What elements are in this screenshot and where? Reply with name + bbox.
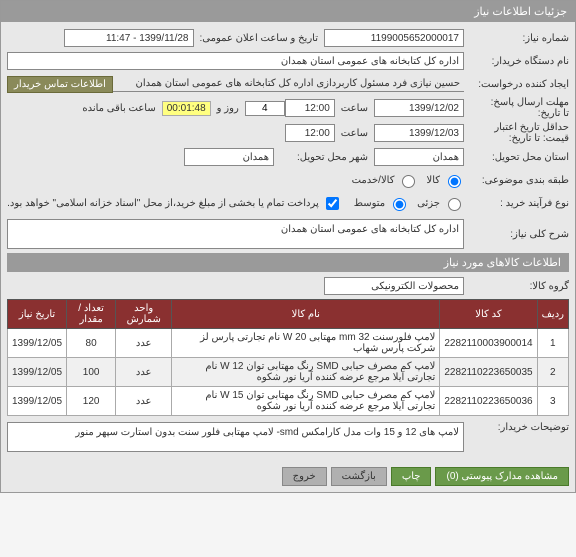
- need-desc-label: شرح کلی نیاز:: [464, 229, 569, 240]
- table-cell: لامپ کم مصرف حبابی SMD رنگ مهتابی توان 1…: [172, 358, 440, 387]
- mid-radio-label[interactable]: متوسط: [354, 195, 409, 211]
- footer-bar: مشاهده مدارک پیوستی (0) چاپ بازگشت خروج: [1, 461, 575, 492]
- table-cell: عدد: [116, 358, 172, 387]
- table-header: ردیف: [537, 300, 568, 329]
- buyer-org-field: اداره کل کتابخانه های عمومی استان همدان: [7, 52, 464, 70]
- price-valid-date-field: 1399/12/03: [374, 124, 464, 142]
- table-cell: لامپ کم مصرف حبابی SMD رنگ مهتابی توان 1…: [172, 387, 440, 416]
- delivery-prov-field: همدان: [374, 148, 464, 166]
- items-table-body: 12282110003900014لامپ فلورسنت 32 mm مهتا…: [8, 329, 569, 416]
- hour-label-1: ساعت: [335, 103, 374, 114]
- announce-time-field: 1399/11/28 - 11:47: [64, 29, 194, 47]
- low-radio-label[interactable]: جزئی: [417, 195, 464, 211]
- timer-badge: 00:01:48: [162, 101, 211, 116]
- items-table: ردیفکد کالانام کالاواحد شمارشتعداد / مقد…: [7, 299, 569, 416]
- service-radio[interactable]: [402, 175, 415, 188]
- price-valid-label: حداقل تاریخ اعتبار قیمت: تا تاریخ:: [464, 122, 569, 144]
- deadline-hour-field: 12:00: [285, 99, 335, 117]
- table-row: 32282110223650036لامپ کم مصرف حبابی SMD …: [8, 387, 569, 416]
- delivery-city-field: همدان: [184, 148, 274, 166]
- announce-time-label: تاریخ و ساعت اعلان عمومی:: [194, 33, 325, 44]
- delivery-prov-label: استان محل تحویل:: [464, 152, 569, 163]
- goods-radio-text: کالا: [426, 175, 440, 186]
- pay-note-checkbox[interactable]: [326, 197, 339, 210]
- deadline-label-2: تا تاریخ:: [538, 108, 569, 119]
- table-cell: 1399/12/05: [8, 329, 67, 358]
- table-cell: 2: [537, 358, 568, 387]
- low-radio-text: جزئی: [417, 198, 440, 209]
- process-type-radio-group: جزئی متوسط: [354, 195, 464, 211]
- table-cell: 2282110223650035: [440, 358, 537, 387]
- form-content: شماره نیاز: 1199005652000017 تاریخ و ساع…: [1, 22, 575, 461]
- group-field: محصولات الکترونیکی: [324, 277, 464, 295]
- back-button[interactable]: بازگشت: [331, 467, 387, 486]
- table-cell: 1: [537, 329, 568, 358]
- creator-label: ایجاد کننده درخواست:: [464, 79, 569, 90]
- table-header: تاریخ نیاز: [8, 300, 67, 329]
- need-desc-field: اداره کل کتابخانه های عمومی استان همدان: [7, 219, 464, 249]
- days-left-input[interactable]: [245, 101, 285, 116]
- pay-note-checkbox-line: پرداخت تمام یا بخشی از مبلغ خرید،از محل …: [7, 194, 342, 213]
- remain-label: ساعت باقی مانده: [76, 103, 161, 114]
- buyer-contact-button[interactable]: اطلاعات تماس خریدار: [7, 76, 113, 93]
- table-header: نام کالا: [172, 300, 440, 329]
- buyer-notes-field: لامپ های 12 و 15 وات مدل کارامکس smd- لا…: [7, 422, 464, 452]
- pay-note-text: پرداخت تمام یا بخشی از مبلغ خرید،از محل …: [7, 198, 319, 209]
- table-cell: 2282110003900014: [440, 329, 537, 358]
- service-radio-text: کالا/خدمت: [352, 175, 395, 186]
- table-row: 22282110223650035لامپ کم مصرف حبابی SMD …: [8, 358, 569, 387]
- table-cell: 1399/12/05: [8, 358, 67, 387]
- exit-button[interactable]: خروج: [282, 467, 327, 486]
- need-no-field: 1199005652000017: [324, 29, 464, 47]
- table-header: کد کالا: [440, 300, 537, 329]
- mid-radio-text: متوسط: [354, 198, 385, 209]
- low-radio[interactable]: [448, 198, 461, 211]
- delivery-city-label: شهر محل تحویل:: [274, 152, 374, 163]
- mid-radio[interactable]: [393, 198, 406, 211]
- table-header: واحد شمارش: [116, 300, 172, 329]
- need-details-window: جزئیات اطلاعات نیاز شماره نیاز: 11990056…: [0, 0, 576, 493]
- deadline-date-field: 1399/12/02: [374, 99, 464, 117]
- deadline-label-1: مهلت ارسال پاسخ:: [491, 97, 569, 108]
- table-cell: عدد: [116, 329, 172, 358]
- table-cell: لامپ فلورسنت 32 mm مهتابی 20 W نام تجارت…: [172, 329, 440, 358]
- table-header: تعداد / مقدار: [67, 300, 116, 329]
- table-cell: 100: [67, 358, 116, 387]
- attachments-button[interactable]: مشاهده مدارک پیوستی (0): [435, 467, 569, 486]
- budget-class-radio-group: کالا کالا/خدمت: [352, 172, 464, 188]
- buyer-notes-label: توضیحات خریدار:: [464, 422, 569, 433]
- items-section-header: اطلاعات کالاهای مورد نیاز: [7, 253, 569, 272]
- table-cell: عدد: [116, 387, 172, 416]
- deadline-label: مهلت ارسال پاسخ: تا تاریخ:: [464, 97, 569, 119]
- table-cell: 80: [67, 329, 116, 358]
- need-no-label: شماره نیاز:: [464, 33, 569, 44]
- items-table-header-row: ردیفکد کالانام کالاواحد شمارشتعداد / مقد…: [8, 300, 569, 329]
- print-button[interactable]: چاپ: [391, 467, 432, 486]
- table-cell: 3: [537, 387, 568, 416]
- creator-field: حسین نیازی فرد مسئول کاربردازی اداره کل …: [113, 76, 464, 92]
- group-label: گروه کالا:: [464, 281, 569, 292]
- day-label: روز و: [211, 103, 245, 114]
- hour-label-2: ساعت: [335, 128, 374, 139]
- table-cell: 2282110223650036: [440, 387, 537, 416]
- table-row: 12282110003900014لامپ فلورسنت 32 mm مهتا…: [8, 329, 569, 358]
- buyer-org-label: نام دستگاه خریدار:: [464, 56, 569, 67]
- goods-radio-label[interactable]: کالا: [426, 172, 464, 188]
- table-cell: 1399/12/05: [8, 387, 67, 416]
- goods-radio[interactable]: [448, 175, 461, 188]
- process-type-label: نوع فرآیند خرید :: [464, 198, 569, 209]
- titlebar: جزئیات اطلاعات نیاز: [1, 1, 575, 22]
- table-cell: 120: [67, 387, 116, 416]
- budget-class-label: طبقه بندی موضوعی:: [464, 175, 569, 186]
- price-valid-hour-field: 12:00: [285, 124, 335, 142]
- service-radio-label[interactable]: کالا/خدمت: [352, 172, 419, 188]
